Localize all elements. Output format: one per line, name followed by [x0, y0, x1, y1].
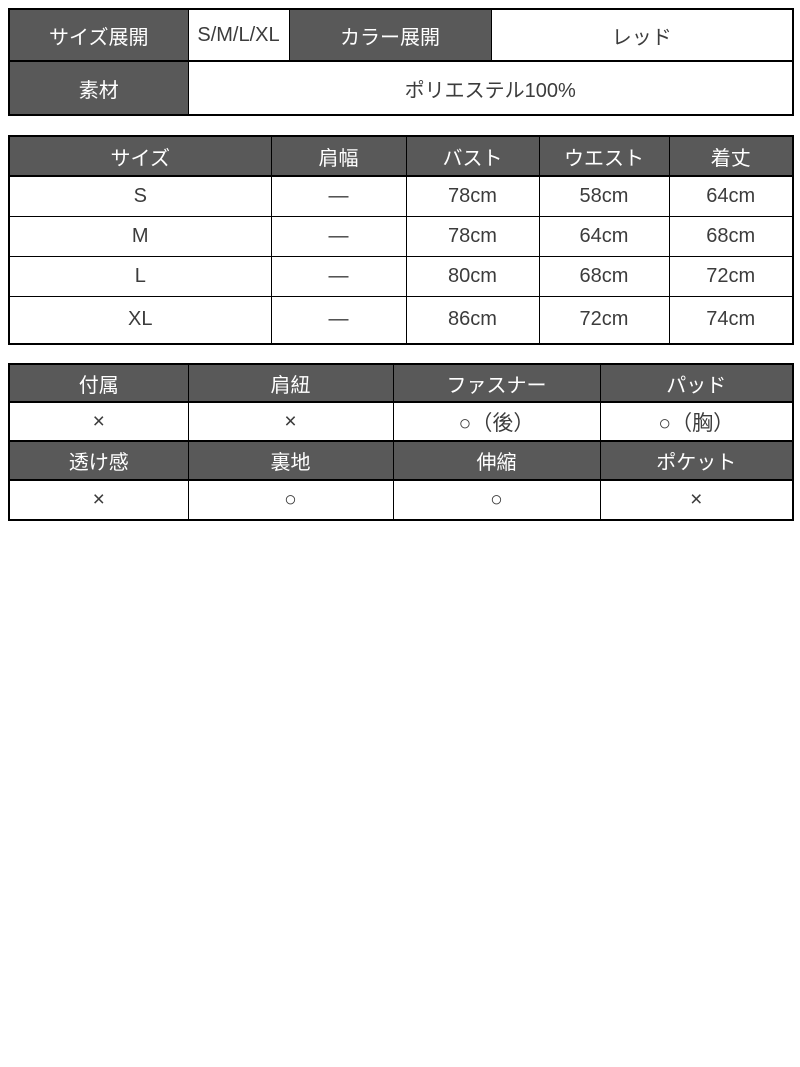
- shoulder-value: —: [270, 255, 407, 297]
- feature-value-zipper: ○（後）: [392, 401, 601, 442]
- spec-sheet: サイズ展開 S/M/L/XL カラー展開 レッド 素材 ポリエステル100% サ…: [8, 8, 794, 521]
- feature-value-pocket: ×: [599, 479, 794, 521]
- feature-value-lining: ○: [187, 479, 394, 521]
- size-label: S: [8, 175, 272, 217]
- feature-header-stretch: 伸縮: [392, 440, 601, 481]
- feature-header-sheerness: 透け感: [8, 440, 189, 481]
- table-gap: [8, 116, 792, 135]
- waist-value: 72cm: [538, 295, 670, 345]
- waist-value: 68cm: [538, 255, 670, 297]
- feature-value-accessory: ×: [8, 401, 189, 442]
- bust-value: 78cm: [405, 215, 540, 257]
- size-label: XL: [8, 295, 272, 345]
- feature-header-shoulder-strap: 肩紐: [187, 363, 394, 403]
- length-value: 74cm: [668, 295, 794, 345]
- bust-value: 78cm: [405, 175, 540, 217]
- product-info-table: サイズ展開 S/M/L/XL カラー展開 レッド 素材 ポリエステル100%: [8, 8, 794, 116]
- column-header-shoulder-width: 肩幅: [270, 135, 407, 177]
- column-header-bust: バスト: [405, 135, 540, 177]
- length-value: 64cm: [668, 175, 794, 217]
- feature-value-shoulder-strap: ×: [187, 401, 394, 442]
- size-range-value: S/M/L/XL: [187, 8, 290, 62]
- color-range-value: レッド: [490, 8, 794, 62]
- size-range-header: サイズ展開: [8, 8, 189, 62]
- table-gap: [8, 345, 792, 363]
- color-range-header: カラー展開: [288, 8, 492, 62]
- feature-header-lining: 裏地: [187, 440, 394, 481]
- size-label: L: [8, 255, 272, 297]
- size-measurement-table: サイズ 肩幅 バスト ウエスト 着丈 S — 78cm 58cm 64cm M …: [8, 135, 794, 345]
- feature-value-sheerness: ×: [8, 479, 189, 521]
- feature-header-pocket: ポケット: [599, 440, 794, 481]
- shoulder-value: —: [270, 295, 407, 345]
- size-label: M: [8, 215, 272, 257]
- shoulder-value: —: [270, 215, 407, 257]
- waist-value: 58cm: [538, 175, 670, 217]
- column-header-length: 着丈: [668, 135, 794, 177]
- table-row-size-s: S — 78cm 58cm 64cm: [8, 175, 794, 217]
- material-header: 素材: [8, 60, 189, 116]
- table-row-size-l: L — 80cm 68cm 72cm: [8, 255, 794, 297]
- table-row-size-xl: XL — 86cm 72cm 74cm: [8, 295, 794, 345]
- length-value: 68cm: [668, 215, 794, 257]
- column-header-size: サイズ: [8, 135, 272, 177]
- bust-value: 80cm: [405, 255, 540, 297]
- feature-value-stretch: ○: [392, 479, 601, 521]
- feature-header-accessory: 付属: [8, 363, 189, 403]
- feature-table: 付属 肩紐 ファスナー パッド × × ○（後） ○（胸） 透け感 裏地 伸縮 …: [8, 363, 794, 521]
- column-header-waist: ウエスト: [538, 135, 670, 177]
- material-value: ポリエステル100%: [187, 60, 794, 116]
- feature-value-pad: ○（胸）: [599, 401, 794, 442]
- feature-header-zipper: ファスナー: [392, 363, 601, 403]
- length-value: 72cm: [668, 255, 794, 297]
- feature-header-pad: パッド: [599, 363, 794, 403]
- waist-value: 64cm: [538, 215, 670, 257]
- table-row-size-m: M — 78cm 64cm 68cm: [8, 215, 794, 257]
- bust-value: 86cm: [405, 295, 540, 345]
- shoulder-value: —: [270, 175, 407, 217]
